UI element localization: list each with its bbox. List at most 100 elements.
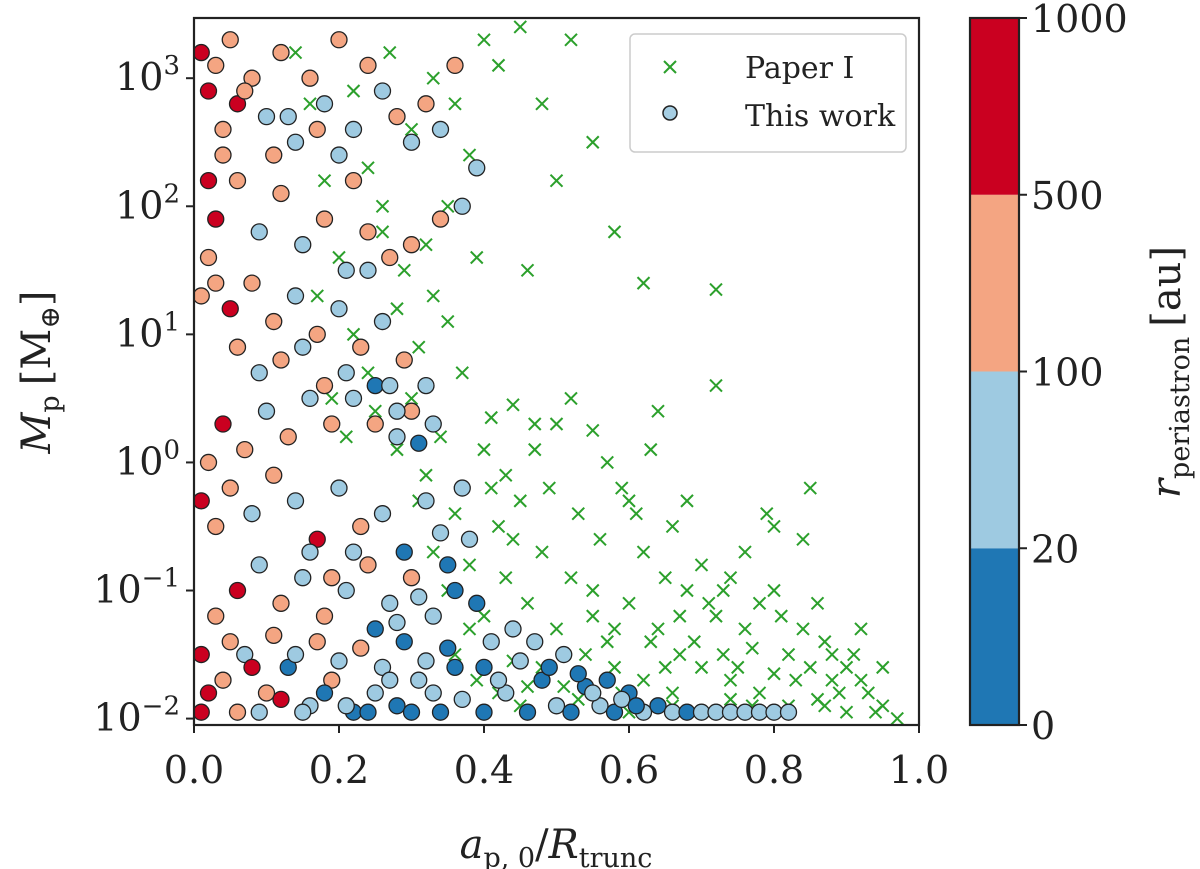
this-work-point <box>779 703 798 721</box>
this-work-point <box>207 56 225 75</box>
this-work-point <box>468 594 486 612</box>
this-work-point <box>207 607 225 625</box>
this-work-point <box>294 569 312 587</box>
paper-i-point <box>673 647 687 662</box>
this-work-point <box>366 376 384 395</box>
paper-i-point <box>738 545 752 559</box>
this-work-point <box>286 492 305 510</box>
this-work-point <box>228 172 247 190</box>
legend: Paper I This work <box>629 33 907 153</box>
this-work-point <box>533 671 551 689</box>
paper-i-points <box>288 20 904 725</box>
this-work-point <box>707 703 725 721</box>
x-label-sub2: trunc <box>579 843 653 869</box>
paper-i-point <box>390 302 404 316</box>
this-work-point <box>439 556 457 574</box>
this-work-point <box>439 639 457 657</box>
this-work-point <box>613 690 631 709</box>
paper-i-point <box>868 705 883 719</box>
paper-i-point <box>317 173 332 188</box>
this-work-point <box>207 210 225 228</box>
paper-i-point <box>716 583 730 598</box>
plot-frame <box>192 16 921 727</box>
paper-i-point <box>535 545 549 559</box>
this-work-point <box>402 402 421 420</box>
this-work-point <box>453 197 471 215</box>
this-work-point <box>344 120 363 139</box>
paper-i-point <box>491 519 506 534</box>
this-work-point <box>194 492 210 510</box>
this-work-point <box>678 703 696 721</box>
paper-i-point <box>564 33 578 47</box>
this-work-point <box>446 56 464 75</box>
this-work-point <box>663 703 682 721</box>
this-work-point <box>584 684 602 702</box>
this-work-point <box>199 453 218 472</box>
this-work-point <box>352 639 370 657</box>
this-work-point <box>243 69 261 87</box>
this-work-point <box>605 703 624 721</box>
paper-i-point <box>506 398 520 412</box>
paper-i-point <box>752 596 767 611</box>
x-tick-label: 0.8 <box>744 748 804 792</box>
this-work-point <box>598 671 616 689</box>
this-work-point <box>344 172 363 190</box>
legend-box <box>629 33 907 153</box>
y-tick-label: 100 <box>115 435 180 483</box>
paper-i-point <box>448 97 462 111</box>
paper-i-point <box>796 532 810 546</box>
paper-i-point <box>615 481 629 495</box>
paper-i-point <box>426 289 440 303</box>
paper-i-point <box>781 647 796 662</box>
this-work-point <box>199 684 218 702</box>
this-work-point <box>359 261 377 279</box>
this-work-point <box>207 517 225 536</box>
this-work-point <box>337 581 355 600</box>
paper-i-point <box>644 635 658 649</box>
this-work-point <box>482 633 500 651</box>
paper-i-point <box>491 58 506 73</box>
paper-i-point <box>549 417 564 431</box>
paper-i-point <box>636 276 651 290</box>
paper-i-point <box>484 410 498 425</box>
legend-paper-i-label: Paper I <box>745 51 854 86</box>
paper-i-point <box>723 571 738 585</box>
paper-i-point <box>499 468 513 482</box>
this-work-point <box>388 107 406 126</box>
paper-i-point <box>520 679 535 694</box>
this-work-point <box>381 376 399 395</box>
this-work-point <box>344 389 363 408</box>
this-work-point <box>301 69 319 87</box>
paper-i-point <box>847 647 861 662</box>
colorbar-bin <box>970 18 1019 195</box>
this-work-point <box>315 376 334 395</box>
paper-i-point <box>419 468 433 482</box>
paper-i-point <box>586 609 600 623</box>
this-work-point <box>214 120 232 139</box>
this-work-point <box>388 697 406 715</box>
colorbar-label: rperiastron [au] <box>1144 246 1196 498</box>
paper-i-point <box>796 622 810 636</box>
this-work-point <box>330 31 348 49</box>
paper-i-point <box>462 622 477 636</box>
paper-i-point <box>731 660 745 675</box>
paper-i-point <box>346 84 361 98</box>
paper-i-point <box>622 494 636 508</box>
y-tick-label: 10−2 <box>93 692 180 740</box>
this-work-point <box>265 466 283 484</box>
paper-i-point <box>767 667 781 681</box>
colorbar-tick-label: 0 <box>1031 704 1055 748</box>
paper-i-point <box>687 635 701 649</box>
paper-i-point <box>600 455 614 470</box>
this-work-point <box>410 588 428 606</box>
paper-i-point <box>346 327 361 342</box>
y-label-main: M <box>14 412 60 455</box>
paper-i-point <box>484 481 498 495</box>
paper-i-point <box>506 532 520 546</box>
this-work-point <box>388 428 406 446</box>
x-tick-label: 0.4 <box>454 748 514 792</box>
this-work-point <box>199 172 218 190</box>
x-label-sep: / <box>535 822 549 868</box>
this-work-point <box>323 415 341 433</box>
legend-this-work-marker <box>662 105 678 121</box>
